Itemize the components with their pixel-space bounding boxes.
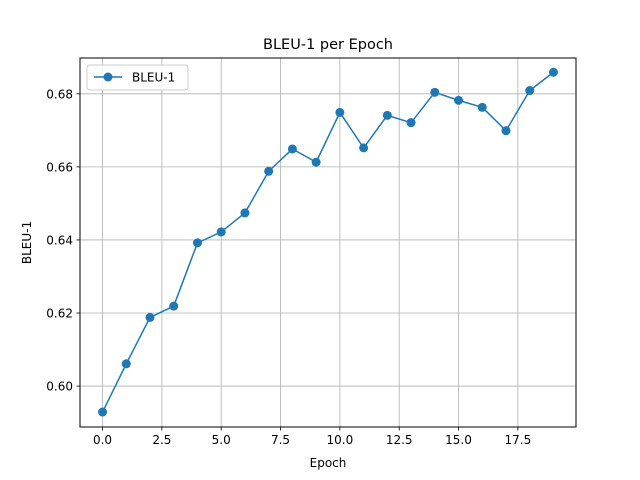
data-point [454, 95, 464, 105]
legend: BLEU-1 [86, 64, 189, 91]
legend-box [86, 64, 189, 91]
data-point [169, 301, 179, 311]
x-tick-label: 10.0 [327, 433, 354, 447]
x-tick-label: 7.5 [271, 433, 290, 447]
data-point [335, 107, 345, 117]
y-tick-label: 0.68 [46, 87, 73, 101]
y-tick-label: 0.60 [46, 380, 73, 394]
plot-frame [79, 57, 577, 428]
data-point [382, 110, 392, 120]
data-point [98, 407, 108, 417]
data-point [406, 118, 416, 128]
series-layer [98, 67, 558, 417]
legend-label: BLEU-1 [132, 71, 175, 85]
y-tick-label: 0.64 [46, 233, 73, 247]
y-axis-label: BLEU-1 [20, 221, 34, 264]
x-tick-label: 0.0 [93, 433, 112, 447]
x-tick-label: 15.0 [445, 433, 472, 447]
data-point [525, 86, 535, 96]
data-point [121, 359, 131, 369]
axis-ticks: 0.0 2.5 5.0 7.5 10.0 12.5 15.0 17.5 0.60 0.62 0.64… [46, 87, 531, 447]
data-point [359, 143, 369, 153]
legend-marker-swatch [103, 72, 113, 82]
data-point [430, 87, 440, 97]
data-point [240, 208, 250, 218]
y-tick-label: 0.66 [46, 160, 73, 174]
y-tick-label: 0.62 [46, 307, 73, 321]
data-point [216, 227, 226, 237]
x-tick-label: 2.5 [152, 433, 171, 447]
data-point [311, 157, 321, 167]
data-point [264, 166, 274, 176]
x-tick-label: 17.5 [504, 433, 531, 447]
chart-title: BLEU-1 per Epoch [263, 37, 393, 53]
data-point [548, 67, 558, 77]
data-point [192, 238, 202, 248]
data-point [145, 312, 155, 322]
x-axis-label: Epoch [310, 456, 347, 470]
x-tick-label: 5.0 [212, 433, 231, 447]
x-tick-label: 12.5 [386, 433, 413, 447]
grid [80, 58, 576, 427]
series-line-bleu-1 [101, 71, 554, 413]
data-point [287, 144, 297, 154]
data-point [477, 102, 487, 112]
data-point [501, 126, 511, 136]
